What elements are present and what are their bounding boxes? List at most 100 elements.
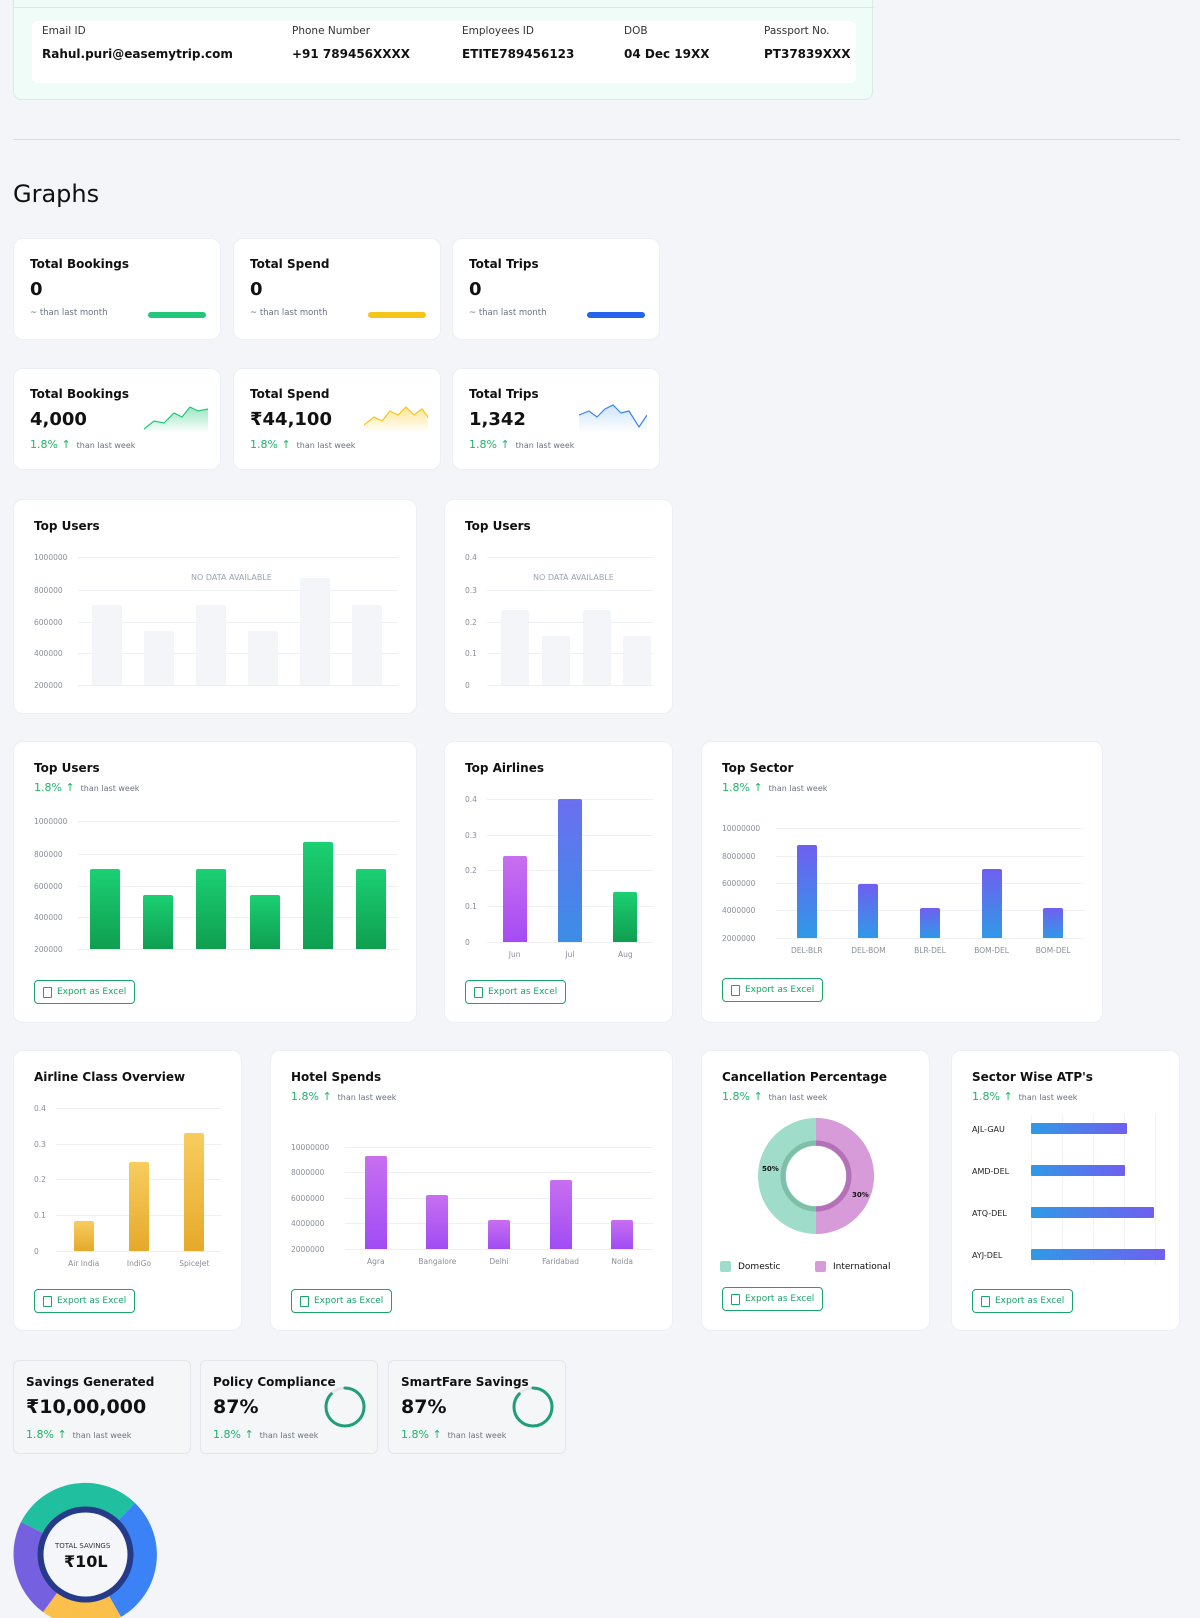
y-tick: 800000 (34, 586, 63, 595)
kpi-value: 1,342 (469, 409, 526, 430)
donut-hole (786, 1146, 846, 1206)
export-excel-button[interactable]: Export as Excel (972, 1289, 1074, 1313)
gridline (78, 590, 398, 591)
placeholder-bar (300, 578, 330, 685)
chart-bar (1043, 907, 1064, 938)
excel-file-icon (981, 1295, 990, 1307)
chart-bar (549, 1180, 572, 1249)
x-tick-label: Jul (565, 950, 575, 959)
y-tick: 0.4 (34, 1104, 46, 1113)
card-title: Top Users (465, 519, 531, 533)
y-tick-label: AMD-DEL (972, 1167, 1010, 1176)
gridline (78, 622, 398, 623)
export-excel-button[interactable]: Export as Excel (34, 1289, 136, 1313)
export-label: Export as Excel (314, 1296, 384, 1306)
kpi-note: ~ than last month (30, 308, 108, 318)
gridline (345, 1249, 653, 1250)
kpi-title: Total Bookings (30, 387, 129, 401)
gridline (487, 685, 653, 686)
legend-international-swatch (815, 1261, 826, 1272)
export-excel-button[interactable]: Export as Excel (722, 1287, 824, 1311)
gridline (78, 917, 398, 918)
email-value: Rahul.puri@easemytrip.com (42, 47, 233, 61)
kpi-card-total-spend-empty: Total Spend 0 ~ than last month (233, 238, 441, 340)
gridline (78, 653, 398, 654)
card-value: 87% (213, 1396, 259, 1418)
airline-class-plot: Air India IndiGo SpiceJet (56, 1108, 222, 1268)
card-title: Top Airlines (465, 761, 544, 775)
x-tick-label: DEL-BOM (851, 946, 886, 955)
y-tick: 0.3 (465, 586, 477, 595)
excel-file-icon (300, 1295, 309, 1307)
card-value: ₹10,00,000 (26, 1396, 147, 1418)
airline-class-card: Airline Class Overview 0.4 0.3 0.2 0.1 0… (13, 1050, 242, 1331)
profile-panel: Email ID Rahul.puri@easemytrip.com Phone… (13, 0, 874, 100)
export-label: Export as Excel (488, 987, 558, 997)
y-tick: 0.1 (465, 902, 477, 911)
vgrid (1062, 1115, 1063, 1265)
gridline (345, 1198, 653, 1199)
top-users-chart-card: Top Users 1.8% ↑ than last week 1000000 8… (13, 741, 417, 1023)
sparkline (144, 406, 208, 433)
excel-file-icon (731, 1293, 740, 1305)
card-title: Policy Compliance (213, 1375, 336, 1389)
gridline (78, 949, 398, 950)
x-tick-label: Jun (508, 950, 521, 959)
trend-pct: 1.8% ↑ (722, 1090, 763, 1103)
trend-note: than last week (768, 784, 828, 793)
chart-bar (184, 1133, 205, 1251)
gridline (776, 938, 1084, 939)
placeholder-bar (623, 636, 651, 685)
kpi-card-total-bookings-empty: Total Bookings 0 ~ than last month (13, 238, 221, 340)
placeholder-bar (196, 605, 226, 685)
export-excel-button[interactable]: Export as Excel (465, 980, 567, 1004)
trend-pct: 1.8% ↑ (722, 781, 763, 794)
chart-bar (558, 799, 582, 942)
export-label: Export as Excel (57, 987, 127, 997)
kpi-value: 0 (469, 279, 482, 300)
trend-pct: 1.8% ↑ (291, 1090, 332, 1103)
kpi-card-total-bookings: Total Bookings 4,000 1.8% ↑ than last wee… (13, 368, 221, 470)
cancellation-donut (758, 1118, 874, 1234)
slice-label-international: 30% (852, 1191, 869, 1199)
y-tick: 400000 (34, 649, 63, 658)
export-excel-button[interactable]: Export as Excel (291, 1289, 393, 1313)
trend-change: 1.8% ↑ than last week (291, 1090, 396, 1103)
export-excel-button[interactable]: Export as Excel (34, 980, 136, 1004)
donut-hole (43, 1512, 128, 1597)
export-label: Export as Excel (745, 985, 815, 995)
card-title: Top Sector (722, 761, 794, 775)
excel-file-icon (43, 1295, 52, 1307)
y-tick: 200000 (34, 945, 63, 954)
y-tick: 1000000 (34, 817, 68, 826)
y-tick: 4000000 (722, 906, 756, 915)
top-airlines-plot: Jun Jul Aug (487, 799, 653, 959)
trend-pct: 1.8% ↑ (26, 1428, 67, 1441)
chart-bar (613, 891, 638, 942)
top-users-plot (78, 821, 398, 949)
hotel-spends-card: Hotel Spends 1.8% ↑ than last week 100000… (270, 1050, 673, 1331)
kpi-title: Total Spend (250, 257, 330, 271)
gridline (78, 854, 398, 855)
card-title: Top Users (34, 761, 100, 775)
kpi-value: ₹44,100 (250, 409, 332, 430)
trend-note: than last week (447, 1431, 507, 1440)
trend-pct: 1.8% ↑ (213, 1428, 254, 1441)
sparkline (364, 406, 428, 433)
employee-id-value: ETITE789456123 (462, 47, 575, 61)
export-excel-button[interactable]: Export as Excel (722, 978, 824, 1002)
chart-bar (73, 1220, 94, 1251)
export-label: Export as Excel (995, 1296, 1065, 1306)
y-tick: 600000 (34, 618, 63, 627)
kpi-pct: 1.8% ↑ (30, 438, 71, 451)
card-title: Sector Wise ATP's (972, 1070, 1093, 1084)
gridline (78, 685, 398, 686)
x-tick-label: BLR-DEL (914, 946, 946, 955)
gridline (345, 1172, 653, 1173)
y-tick: 400000 (34, 913, 63, 922)
y-tick: 0 (465, 681, 470, 690)
sector-atp-card: Sector Wise ATP's 1.8% ↑ than last week A… (951, 1050, 1180, 1331)
no-data-label: NO DATA AVAILABLE (533, 573, 614, 582)
trend-pct: 1.8% ↑ (401, 1428, 442, 1441)
trend-note: than last week (1018, 1093, 1078, 1102)
